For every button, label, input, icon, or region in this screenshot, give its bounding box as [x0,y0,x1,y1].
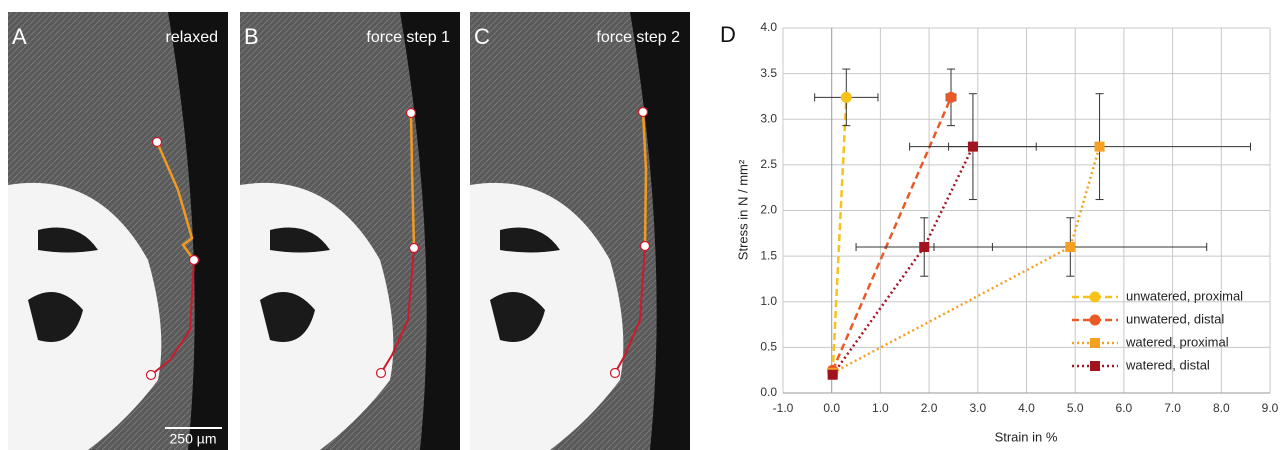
bone-cavity [490,292,545,342]
y-tick-label: 1.0 [760,294,777,308]
panel-caption: force step 2 [596,29,680,46]
landmark [375,367,387,379]
x-tick-label: -1.0 [773,401,794,415]
landmark [405,107,417,119]
bone-cavity [38,227,98,253]
landmark [637,106,649,118]
x-tick-label: 8.0 [1213,401,1230,415]
x-tick-label: 5.0 [1067,401,1084,415]
x-tick-label: 0.0 [823,401,840,415]
bone-cavity [270,227,330,253]
tendon-proximal [409,112,416,249]
marker [1089,291,1101,303]
tendon-distal [614,245,646,374]
marker [827,369,838,380]
marker [967,141,978,152]
y-tick-label: 0.5 [760,340,777,354]
tendon-distal [380,247,415,374]
marker [1090,338,1100,348]
soft-tissue-dark [400,12,460,450]
panel-caption: force step 1 [366,29,450,46]
y-tick-label: 2.0 [760,203,777,217]
y-axis-label: Stress in N / mm² [735,159,750,260]
y-tick-label: 4.0 [760,20,777,34]
x-tick-label: 2.0 [921,401,938,415]
bone-cavity [28,292,83,342]
x-tick-label: 6.0 [1116,401,1133,415]
bone-cavity [500,227,560,253]
x-axis-label: Strain in % [995,429,1058,444]
tendon-proximal [641,111,648,247]
marker [1094,141,1105,152]
x-tick-label: 4.0 [1018,401,1035,415]
legend-label: watered, proximal [1125,334,1229,349]
marker [1090,361,1100,371]
marker [1065,242,1076,252]
x-tick-label: 7.0 [1164,401,1181,415]
y-tick-label: 0.0 [760,385,777,399]
landmark [151,136,163,148]
marker [1089,314,1101,326]
scale-bar-label: 250 µm [170,431,217,447]
marker [919,242,930,252]
soft-tissue-dark [168,12,228,450]
panel-letter: A [12,24,27,49]
panel-caption: relaxed [166,29,218,46]
landmark [145,369,157,381]
panel-letter: B [244,24,259,49]
y-tick-label: 3.5 [760,66,777,80]
series-line [831,146,975,376]
landmark [408,242,420,254]
y-tick-label: 3.0 [760,111,777,125]
panel-letter: C [474,24,490,49]
series-line [832,146,1101,375]
landmark [188,254,200,266]
marker [945,91,957,103]
x-tick-label: 1.0 [872,401,889,415]
series-line [831,97,848,373]
series-line [831,96,953,371]
y-tick-label: 1.5 [760,248,777,262]
bone-cavity [260,292,315,342]
x-tick-label: 3.0 [969,401,986,415]
landmark [609,367,621,379]
soft-tissue-dark [630,12,690,450]
marker [840,91,852,103]
tendon-distal [150,259,195,376]
x-tick-label: 9.0 [1262,401,1279,415]
y-tick-label: 2.5 [760,157,777,171]
legend-label: watered, distal [1125,357,1210,372]
panel-label: D [720,22,736,47]
legend: unwatered, proximal unwatered, distal wate… [1072,288,1243,372]
legend-label: unwatered, distal [1126,311,1224,326]
landmark [639,240,651,252]
tendon-proximal [155,141,196,261]
legend-label: unwatered, proximal [1126,288,1243,303]
